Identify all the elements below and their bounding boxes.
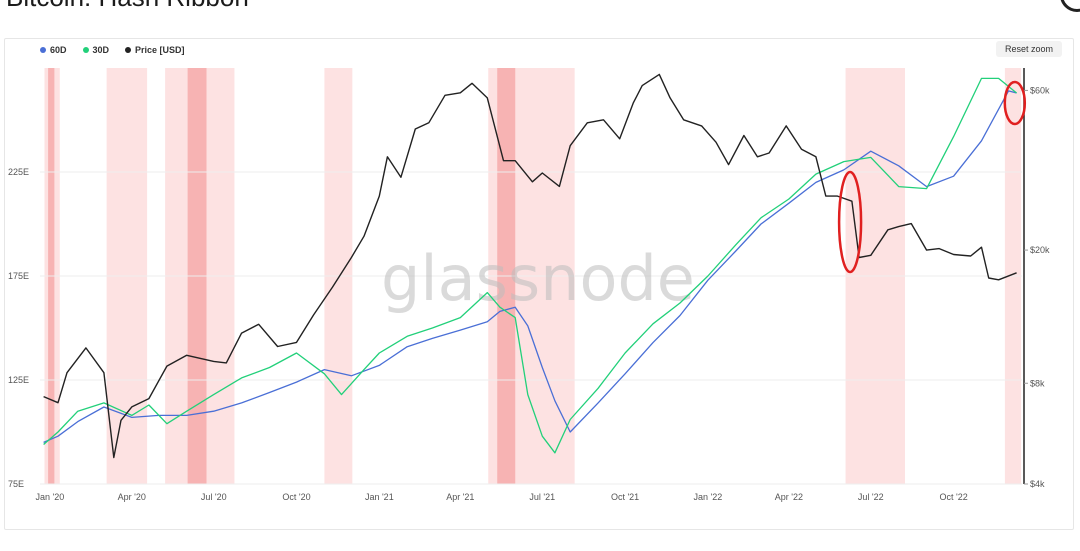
legend-dot-30d [82,47,89,53]
legend-item-60d[interactable]: 60D [40,45,67,55]
x-tick-label: Oct '21 [611,492,639,502]
legend-label-price: Price [USD] [135,45,185,55]
x-tick-label: Jul '21 [529,492,555,502]
y-axis-left: 75E 125E 175E 225E [8,167,29,489]
y-left-tick-label: 225E [8,167,29,177]
annotation-ellipse [1003,80,1027,126]
legend-dot-60d [40,47,46,53]
x-axis: Jan '20 Apr '20 Jul '20 Oct '20 Jan '21 Apr '… [36,492,968,502]
annotation-ellipse [837,170,863,274]
y-axis-right: $4k $8k $20k $60k [1023,68,1050,489]
x-tick-label: Apr '20 [118,492,146,502]
x-tick-label: Jan '22 [693,492,722,502]
grid-lines [40,171,1022,485]
x-tick-label: Jan '21 [365,492,394,502]
y-left-tick-label: 75E [8,479,24,489]
legend-dot-price [125,47,132,53]
series-line-price [43,73,1017,459]
y-right-tick-label: $4k [1030,479,1045,489]
x-tick-label: Oct '22 [939,492,967,502]
x-tick-label: Jul '20 [201,492,227,502]
x-tick-label: Oct '20 [282,492,310,502]
chart-legend: 60D 30D Price [USD] [40,45,185,55]
annotations [837,80,1027,274]
y-left-tick-label: 125E [8,375,29,385]
series-lines [43,73,1018,459]
series-line-60d [43,90,1017,443]
y-right-tick-label: $8k [1030,378,1045,388]
series-line-30d [43,77,1018,454]
legend-item-price[interactable]: Price [USD] [125,45,185,55]
reset-zoom-button[interactable]: Reset zoom [996,41,1062,57]
y-right-tick-label: $20k [1030,245,1050,255]
legend-item-30d[interactable]: 30D [82,45,110,55]
y-right-tick-label: $60k [1030,85,1050,95]
y-left-tick-label: 175E [8,271,29,281]
x-tick-label: Jan '20 [36,492,65,502]
legend-label-30d: 30D [92,45,110,55]
page-title: Bitcoin: Hash Ribbon [6,0,249,13]
watermark: glassnode [381,242,695,315]
x-tick-label: Apr '22 [775,492,803,502]
x-tick-label: Apr '21 [446,492,474,502]
legend-label-60d: 60D [50,45,67,55]
x-tick-label: Jul '22 [858,492,884,502]
